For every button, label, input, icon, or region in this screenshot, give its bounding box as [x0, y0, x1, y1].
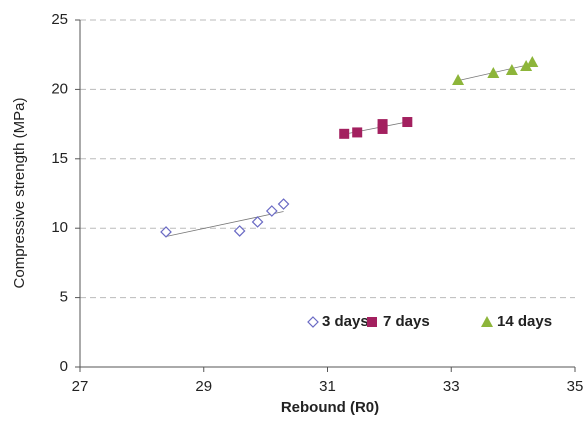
- legend-label: 7 days: [383, 313, 430, 330]
- y-tick-label: 15: [51, 150, 68, 167]
- y-tick-label: 20: [51, 80, 68, 97]
- legend-label: 3 days: [322, 313, 369, 330]
- legend-marker: [367, 317, 377, 327]
- point: [377, 119, 388, 130]
- x-tick-label: 27: [72, 378, 89, 395]
- y-tick-label: 10: [51, 219, 68, 236]
- x-tick-label: 33: [443, 378, 460, 395]
- point: [251, 216, 264, 228]
- point: [352, 127, 363, 138]
- x-axis-label: Rebound (R0): [281, 399, 379, 416]
- point: [160, 226, 172, 238]
- legend-marker: [307, 316, 319, 328]
- legend-marker: [481, 316, 493, 327]
- point: [339, 128, 350, 139]
- y-tick-label: 5: [60, 289, 68, 306]
- point: [452, 73, 465, 85]
- y-tick-label: 25: [51, 11, 68, 28]
- point: [277, 198, 290, 210]
- point: [505, 63, 518, 75]
- point: [402, 117, 413, 128]
- point: [526, 56, 539, 68]
- trendline: [165, 211, 284, 237]
- point: [520, 59, 533, 71]
- x-tick-label: 35: [567, 378, 584, 395]
- point: [265, 205, 278, 217]
- y-axis-label: Compressive strength (MPa): [11, 98, 28, 289]
- point: [487, 67, 500, 79]
- point: [233, 225, 246, 237]
- x-tick-label: 31: [319, 378, 336, 395]
- legend-label: 14 days: [497, 313, 552, 330]
- x-tick-label: 29: [195, 378, 212, 395]
- y-tick-label: 0: [60, 358, 68, 375]
